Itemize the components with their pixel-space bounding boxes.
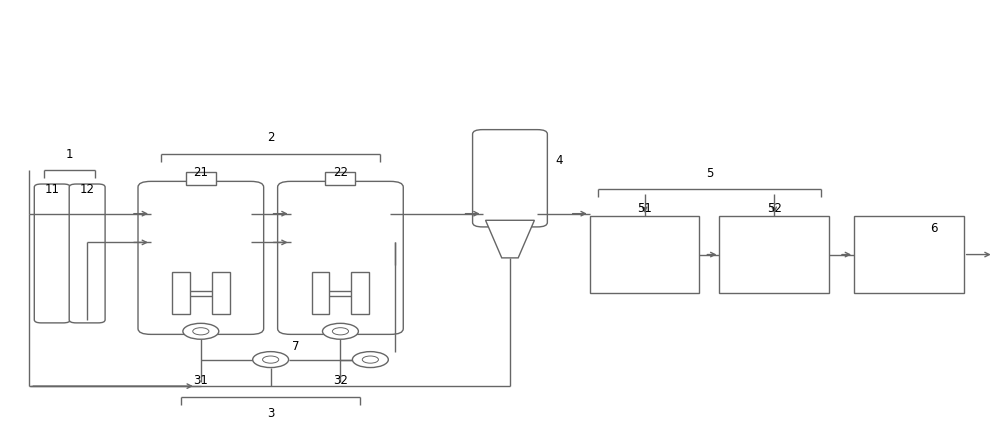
Text: 4: 4 <box>555 154 563 167</box>
Text: 3: 3 <box>267 407 274 420</box>
Polygon shape <box>486 220 534 258</box>
Bar <box>719 216 829 293</box>
Text: 7: 7 <box>292 340 299 353</box>
Text: 21: 21 <box>193 166 208 179</box>
Bar <box>590 216 699 293</box>
Text: 32: 32 <box>333 374 348 388</box>
Circle shape <box>362 356 378 363</box>
Circle shape <box>263 356 279 363</box>
FancyBboxPatch shape <box>473 129 547 227</box>
Bar <box>186 172 216 185</box>
FancyBboxPatch shape <box>69 184 105 323</box>
Text: 22: 22 <box>333 166 348 179</box>
Circle shape <box>332 328 349 335</box>
Circle shape <box>183 324 219 339</box>
Text: 52: 52 <box>767 202 782 215</box>
Bar <box>351 272 369 315</box>
Bar <box>325 172 355 185</box>
Text: 1: 1 <box>66 148 73 161</box>
Text: 51: 51 <box>637 202 652 215</box>
Text: 2: 2 <box>267 131 274 144</box>
Text: 6: 6 <box>930 222 938 235</box>
Bar <box>212 272 230 315</box>
Text: 11: 11 <box>45 183 60 196</box>
Bar <box>854 216 964 293</box>
Circle shape <box>193 328 209 335</box>
FancyBboxPatch shape <box>138 182 264 334</box>
Circle shape <box>253 352 289 368</box>
Circle shape <box>352 352 388 368</box>
Circle shape <box>322 324 358 339</box>
FancyBboxPatch shape <box>34 184 70 323</box>
Bar <box>172 272 190 315</box>
Bar <box>312 272 329 315</box>
Text: 5: 5 <box>706 166 713 180</box>
Text: 31: 31 <box>193 374 208 388</box>
Text: 12: 12 <box>80 183 95 196</box>
FancyBboxPatch shape <box>278 182 403 334</box>
